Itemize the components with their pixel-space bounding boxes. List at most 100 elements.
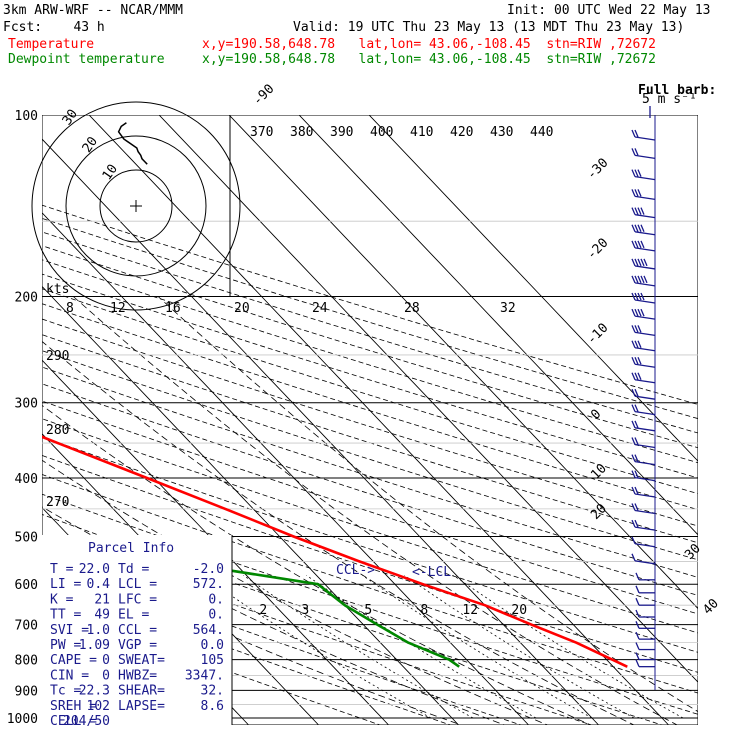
- moist-adiabat-line: [42, 340, 635, 725]
- wind-barb-flag: [631, 240, 636, 249]
- wind-barbs: [631, 115, 656, 690]
- wind-barb-flag: [635, 572, 640, 581]
- theta-e-label: 12: [110, 301, 126, 316]
- pressure-tick-label: 900: [15, 684, 38, 699]
- wind-barb-staff: [634, 347, 656, 352]
- mixing-ratio-label: 2: [259, 603, 267, 618]
- wind-barb-flag: [640, 258, 645, 267]
- wind-barb-staff: [634, 509, 656, 515]
- parcel-key: LAPSE=: [118, 699, 165, 714]
- wind-barb-flag: [631, 356, 636, 365]
- wind-barb-flag: [634, 148, 639, 156]
- theta-label: 370: [250, 125, 273, 140]
- wind-barb-flag: [634, 340, 639, 348]
- wind-barb-staff: [634, 526, 656, 531]
- wind-barb-flag: [634, 240, 639, 249]
- temperature-line: [42, 435, 628, 668]
- parcel-key: SWEAT=: [118, 653, 165, 668]
- parcel-value: 1.09: [79, 638, 110, 653]
- parcel-value: 21: [94, 592, 110, 607]
- hodograph-units: kts: [46, 282, 69, 297]
- pressure-tick-label: 700: [15, 619, 38, 634]
- mixing-ratio-line: [243, 574, 474, 719]
- wind-barb-staff: [634, 427, 656, 432]
- pressure-tick-label: 300: [15, 397, 38, 412]
- wind-barb-flag: [634, 207, 639, 215]
- isotherm-label: 30: [682, 541, 704, 563]
- theta-e-label: 32: [500, 301, 516, 316]
- wind-barb-flag: [634, 486, 639, 495]
- wind-barb-flag: [643, 275, 648, 284]
- wind-barb-flag: [640, 224, 645, 233]
- wind-barb-flag: [631, 437, 636, 445]
- wind-barb-flag: [631, 207, 636, 215]
- dry-adiabat-line: [42, 303, 698, 511]
- wind-barb-staff: [634, 154, 656, 159]
- isotherm-line: [42, 138, 600, 725]
- wind-barb-flag: [631, 420, 636, 429]
- mixing-ratio-line: [453, 574, 684, 719]
- parcel-value: 32.: [201, 684, 224, 699]
- theta-e-label: 20: [234, 301, 250, 316]
- wind-barb-flag: [637, 189, 642, 197]
- dry-adiabat-line: [42, 436, 698, 653]
- wind-barb-staff: [634, 331, 656, 337]
- parcel-key: TT =: [50, 608, 81, 623]
- pressure-tick-label: 500: [15, 530, 38, 545]
- parcel-key: LI =: [50, 577, 81, 592]
- parcel-value: 572.: [193, 577, 224, 592]
- pressure-tick-label: 1000: [7, 712, 38, 727]
- dry-adiabat-line: [42, 601, 382, 725]
- wind-barb-flag: [640, 308, 645, 317]
- parcel-key: K =: [50, 592, 74, 607]
- parcel-value: 0: [102, 653, 110, 668]
- hodograph-ring: [31, 101, 241, 311]
- wind-barb-flag: [634, 372, 639, 381]
- wind-barb-flag: [640, 207, 645, 215]
- parcel-info-panel: Parcel Info T = 22.0 Td = -2.0 LI = 0.4 LCL = 57…: [42, 535, 233, 729]
- side-theta-label: 270: [46, 495, 69, 510]
- wind-barb-flag: [631, 129, 636, 138]
- mixing-ratio-label: 8: [420, 603, 428, 618]
- parcel-key: CAPE =: [50, 653, 97, 668]
- moist-adiabat-line: [157, 296, 698, 713]
- wind-barb-flag: [640, 240, 645, 249]
- wind-barb-flag: [631, 388, 636, 397]
- theta-label: 410: [410, 125, 433, 140]
- wind-barb-flag: [631, 519, 636, 528]
- theta-label: 390: [330, 125, 353, 140]
- hodograph-trace: [117, 122, 148, 165]
- mixing-ratio-label: 3: [301, 603, 309, 618]
- theta-label: 380: [290, 125, 313, 140]
- temperature-location: x,y=190.58,648.78 lat,lon= 43.06,-108.45…: [202, 37, 656, 52]
- axis-labels: 2 3 5 8 12 201002003004005006007008009001000-…: [7, 82, 722, 727]
- parcel-value: 1.0: [87, 623, 110, 638]
- pressure-tick-label: 200: [15, 291, 38, 306]
- hodograph-ring-label: 20: [80, 134, 101, 155]
- wind-barb-flag: [634, 454, 639, 462]
- valid-time: Valid: 19 UTC Thu 23 May 13 (13 MDT Thu …: [293, 20, 685, 35]
- dewpoint-location: x,y=190.58,648.78 lat,lon= 43.06,-108.45…: [202, 52, 656, 67]
- parcel-value: 22.0: [79, 562, 110, 577]
- parcel-key: SVI =: [50, 623, 89, 638]
- dry-adiabat-line: [42, 204, 698, 405]
- wind-barb-staff: [634, 136, 656, 141]
- parcel-value: 8.6: [201, 699, 224, 714]
- wind-barb-flag: [637, 258, 642, 267]
- wind-barb-flag: [631, 224, 636, 233]
- wind-barb-flag: [637, 325, 642, 333]
- wind-barb-flag: [635, 642, 640, 650]
- isotherm-label: 10: [588, 461, 610, 483]
- parcel-value: 0: [102, 668, 110, 683]
- wind-barb-flag: [637, 372, 642, 381]
- wind-barb-flag: [631, 258, 636, 267]
- wind-barb-staff: [634, 477, 656, 482]
- pressure-tick-label: 100: [15, 109, 38, 124]
- parcel-key: Tc =: [50, 684, 81, 699]
- mixing-ratio-line: [404, 574, 635, 719]
- dry-adiabat-line: [42, 350, 698, 561]
- parcel-key: Td =: [118, 562, 149, 577]
- isotherm-line: [0, 115, 44, 731]
- parcel-key: SHEAR=: [118, 684, 165, 699]
- mixing-ratio-line: [201, 574, 432, 719]
